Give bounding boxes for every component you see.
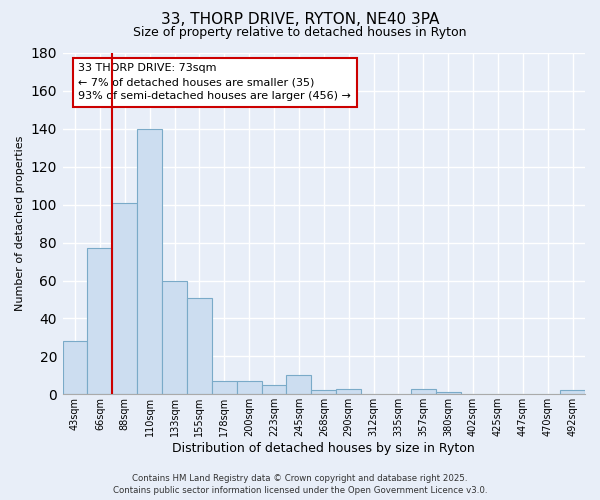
- Bar: [560, 390, 585, 394]
- Bar: [62, 341, 88, 394]
- Text: 33 THORP DRIVE: 73sqm
← 7% of detached houses are smaller (35)
93% of semi-detac: 33 THORP DRIVE: 73sqm ← 7% of detached h…: [78, 63, 351, 101]
- Bar: [212, 381, 237, 394]
- X-axis label: Distribution of detached houses by size in Ryton: Distribution of detached houses by size …: [172, 442, 475, 455]
- Bar: [262, 385, 286, 394]
- Y-axis label: Number of detached properties: Number of detached properties: [15, 136, 25, 312]
- Bar: [137, 129, 162, 394]
- Bar: [336, 388, 361, 394]
- Text: Contains HM Land Registry data © Crown copyright and database right 2025.
Contai: Contains HM Land Registry data © Crown c…: [113, 474, 487, 495]
- Bar: [286, 376, 311, 394]
- Text: Size of property relative to detached houses in Ryton: Size of property relative to detached ho…: [133, 26, 467, 39]
- Bar: [162, 280, 187, 394]
- Bar: [411, 388, 436, 394]
- Bar: [436, 392, 461, 394]
- Text: 33, THORP DRIVE, RYTON, NE40 3PA: 33, THORP DRIVE, RYTON, NE40 3PA: [161, 12, 439, 28]
- Bar: [311, 390, 336, 394]
- Bar: [187, 298, 212, 394]
- Bar: [237, 381, 262, 394]
- Bar: [112, 203, 137, 394]
- Bar: [88, 248, 112, 394]
